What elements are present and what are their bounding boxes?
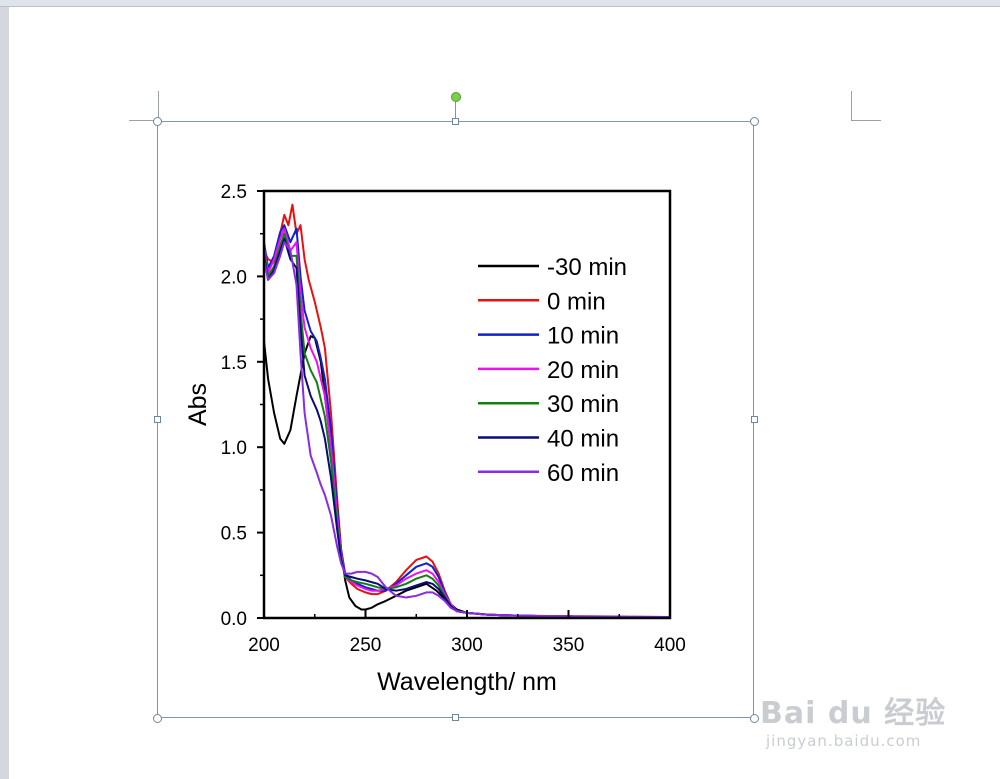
y-tick-label: 0.5 — [221, 524, 247, 545]
rotate-handle[interactable] — [451, 92, 461, 102]
legend-label: 0 min — [547, 288, 606, 315]
legend-label: -30 min — [547, 254, 627, 281]
x-tick-label: 200 — [248, 635, 280, 656]
watermark-url: jingyan.baidu.com — [766, 732, 922, 750]
legend-label: 20 min — [547, 357, 619, 384]
resize-handle-bottom[interactable] — [452, 714, 459, 721]
y-tick-label: 1.0 — [221, 438, 247, 459]
resize-handle-left[interactable] — [154, 416, 161, 423]
legend-label: 60 min — [547, 460, 619, 487]
resize-handle-bottom-left[interactable] — [153, 714, 162, 723]
resize-handle-bottom-right[interactable] — [750, 714, 759, 723]
y-tick-label: 0.0 — [221, 609, 247, 630]
y-tick-label: 1.5 — [221, 353, 247, 374]
y-tick-label: 2.5 — [221, 182, 247, 203]
x-tick-label: 400 — [654, 635, 686, 656]
document-gutter — [0, 7, 9, 779]
legend-label: 30 min — [547, 391, 619, 418]
crop-mark-top-right — [851, 91, 881, 121]
x-tick-label: 300 — [451, 635, 483, 656]
resize-handle-top[interactable] — [452, 118, 459, 125]
x-axis-label: Wavelength/ nm — [377, 668, 557, 696]
legend-label: 40 min — [547, 426, 619, 453]
resize-handle-right[interactable] — [751, 416, 758, 423]
baidu-watermark: Bai du 经验 jingyan.baidu.com — [760, 688, 946, 750]
x-tick-label: 350 — [553, 635, 585, 656]
crop-mark-top-left — [129, 91, 159, 121]
legend-label: 10 min — [547, 323, 619, 350]
horizontal-ruler — [0, 0, 1000, 7]
watermark-brand: Bai du 经验 — [760, 696, 947, 731]
series-line-6 — [264, 241, 670, 618]
y-axis-label: Abs — [184, 383, 212, 426]
resize-handle-top-right[interactable] — [750, 117, 759, 126]
resize-handle-top-left[interactable] — [153, 117, 162, 126]
x-tick-label: 250 — [350, 635, 382, 656]
y-tick-label: 2.0 — [221, 267, 247, 288]
rotate-handle-stem — [455, 102, 456, 121]
